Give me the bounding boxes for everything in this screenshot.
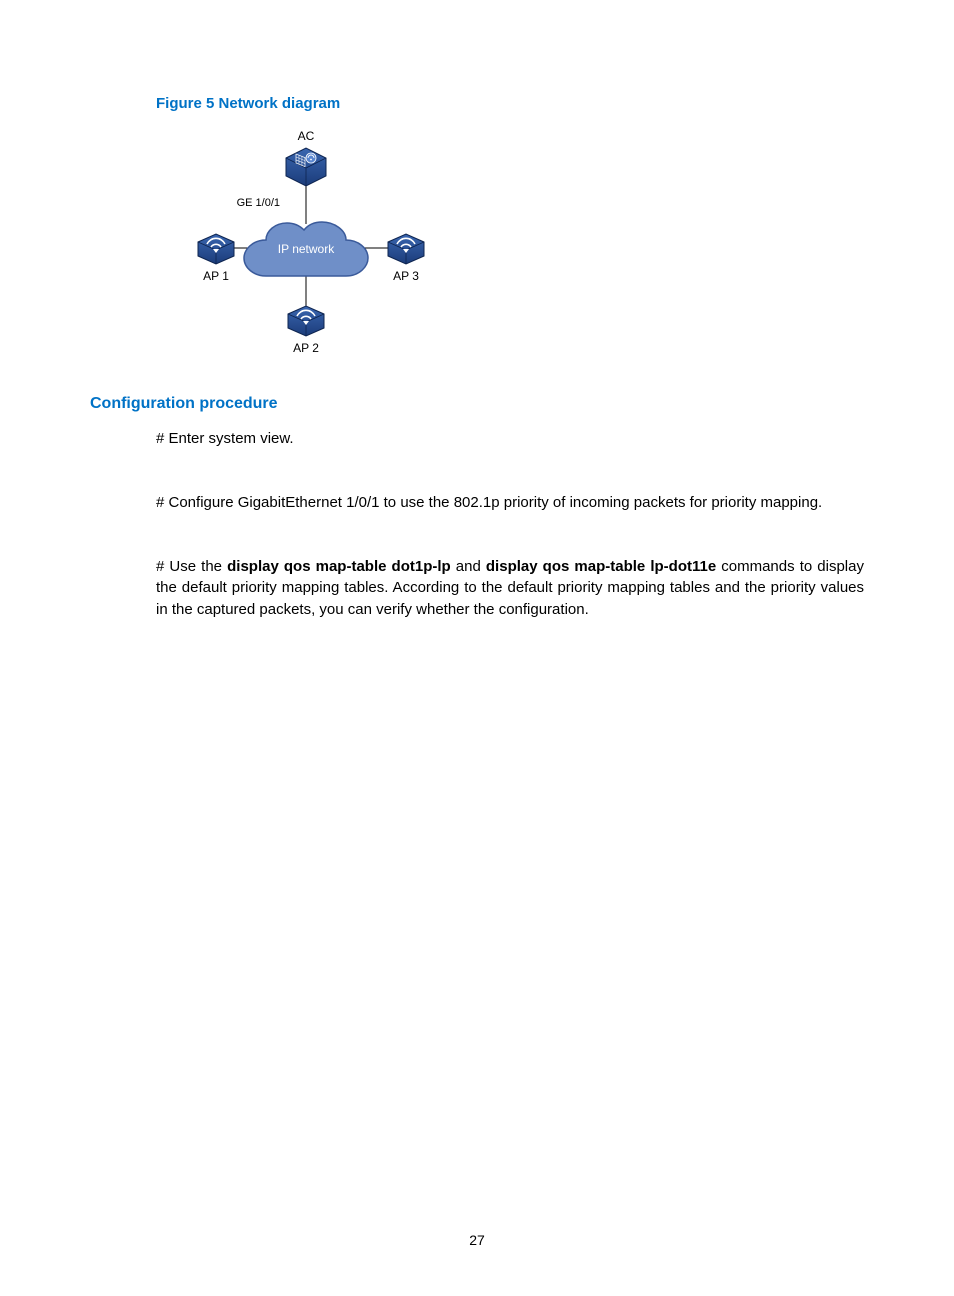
ap3-device-icon xyxy=(388,234,424,264)
p3-cmd2: display qos map-table lp-dot11e xyxy=(486,558,716,575)
ap3-label: AP 3 xyxy=(393,269,419,283)
network-diagram-svg: IP network AC GE 1/0/1 AP 1 AP 2 xyxy=(156,120,456,360)
ac-device-icon xyxy=(286,148,326,186)
section-heading: Configuration procedure xyxy=(90,395,864,413)
ac-label: AC xyxy=(298,129,315,143)
p3-cmd1: display qos map-table dot1p-lp xyxy=(227,558,451,575)
figure-title: Figure 5 Network diagram xyxy=(156,95,864,112)
ap1-device-icon xyxy=(198,234,234,264)
ap1-label: AP 1 xyxy=(203,269,229,283)
paragraph-3: # Use the display qos map-table dot1p-lp… xyxy=(156,556,864,621)
ap2-device-icon xyxy=(288,306,324,336)
paragraph-2: # Configure GigabitEthernet 1/0/1 to use… xyxy=(156,492,864,514)
ip-network-cloud: IP network xyxy=(244,222,368,276)
paragraph-1: # Enter system view. xyxy=(156,428,864,450)
p3-lead: # Use the xyxy=(156,558,227,575)
p3-mid: and xyxy=(451,558,486,575)
page: Figure 5 Network diagram xyxy=(0,0,954,1296)
network-diagram: IP network AC GE 1/0/1 AP 1 AP 2 xyxy=(156,120,456,365)
cloud-label: IP network xyxy=(278,242,335,256)
ap2-label: AP 2 xyxy=(293,341,319,355)
link-label: GE 1/0/1 xyxy=(237,197,280,209)
page-number: 27 xyxy=(0,1232,954,1248)
